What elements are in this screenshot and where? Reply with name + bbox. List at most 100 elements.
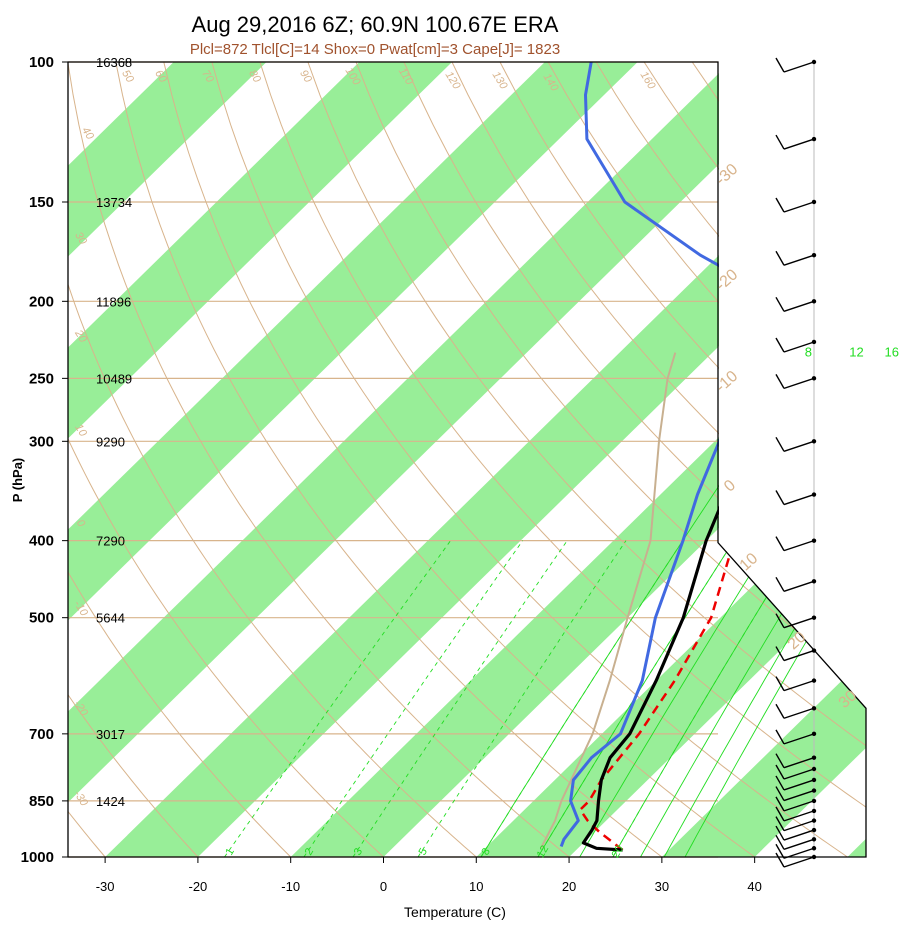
wind-barb-flag <box>775 775 785 791</box>
wind-barb-flag <box>775 816 785 831</box>
wind-barb <box>775 843 817 859</box>
height-label: 10489 <box>96 371 132 386</box>
x-tick-label: 0 <box>380 879 387 894</box>
dry-adiabat <box>68 282 496 857</box>
wind-barb-staff <box>783 679 815 692</box>
wind-barb <box>775 536 817 552</box>
wind-barb <box>775 296 817 312</box>
wind-barb-flag <box>775 834 785 850</box>
mixing-ratio-line-low <box>303 540 524 857</box>
wind-barb <box>775 250 817 266</box>
wind-barb-flag <box>775 57 785 73</box>
wind-barb-staff <box>783 829 815 841</box>
dry-adiabat-label: 50 <box>119 68 136 85</box>
mixing-ratio-line-low <box>480 540 684 857</box>
wind-barb <box>775 490 817 506</box>
wind-barb-staff <box>783 810 815 822</box>
wind-barb-flag <box>775 296 785 312</box>
height-label: 13734 <box>96 195 132 210</box>
wind-barb-staff <box>783 201 815 213</box>
wind-barb <box>775 796 817 812</box>
mixing-ratio-line-low <box>612 540 802 857</box>
dewpoint-line <box>559 62 785 848</box>
dry-adiabat <box>307 62 866 747</box>
isotherm-band <box>105 111 866 857</box>
wind-barb-staff <box>783 757 815 769</box>
wind-barb-staff <box>783 617 815 629</box>
wind-barb-staff <box>783 847 815 859</box>
parcel-line <box>578 352 756 851</box>
wind-barb-staff <box>783 61 815 73</box>
wind-barb-flag <box>775 852 785 868</box>
mixing-ratio-line-low <box>352 540 568 857</box>
dry-adiabat <box>68 693 214 857</box>
mixing-ratio-bottom-label: 5 <box>417 846 430 857</box>
x-tick-label: -20 <box>189 879 208 894</box>
mixing-ratio-label: 8 <box>805 345 812 360</box>
wind-barb-flag <box>775 436 785 452</box>
wind-barb-flag <box>775 490 785 505</box>
wind-barb <box>775 57 817 73</box>
wind-barb <box>775 764 817 780</box>
wind-barb-flag <box>775 764 785 780</box>
wind-barb-staff <box>783 789 815 802</box>
pressure-tick-label: 100 <box>29 54 54 71</box>
mixing-ratio-line-low <box>417 540 627 857</box>
isotherm-band <box>68 62 453 439</box>
wind-barb-flag <box>775 753 785 769</box>
wind-barb-flag <box>775 703 785 719</box>
wind-barb <box>775 197 817 213</box>
isotherm-band <box>847 838 866 857</box>
wind-barb <box>775 852 817 868</box>
wind-barb-staff <box>783 300 815 312</box>
pressure-tick-label: 500 <box>29 610 54 627</box>
x-tick-label: 10 <box>469 879 483 894</box>
mixing-ratio-bottom-label: 12 <box>535 843 552 860</box>
dry-adiabat <box>68 810 120 857</box>
wind-barb <box>775 436 817 452</box>
y-axis-label: P (hPa) <box>10 458 25 503</box>
dry-adiabat <box>451 62 866 567</box>
wind-barb-flag <box>775 843 785 859</box>
height-label: 16368 <box>96 55 132 70</box>
wind-barb-staff <box>783 580 815 592</box>
dry-adiabat <box>68 62 591 857</box>
chart-subtitle: Plcl=872 Tlcl[C]=14 Shox=0 Pwat[cm]=3 Ca… <box>190 41 560 58</box>
wind-barb-staff <box>783 779 815 791</box>
mixing-ratio-label: 16 <box>884 345 898 360</box>
mixing-ratio-bottom-label: 20 <box>610 843 627 860</box>
x-tick-label: 30 <box>655 879 669 894</box>
height-label: 3017 <box>96 727 125 742</box>
wind-barb-flag <box>775 337 785 353</box>
wind-barb <box>775 646 817 662</box>
dry-adiabat <box>115 62 685 857</box>
height-label: 11896 <box>96 294 131 309</box>
mixing-ratio-bottom-label: 2 <box>303 846 316 857</box>
wind-barb-flag <box>775 646 785 661</box>
wind-barb-flag <box>775 786 785 801</box>
wind-barb-staff <box>783 138 815 150</box>
wind-barb-staff <box>783 733 815 745</box>
wind-barb <box>775 816 817 832</box>
pressure-tick-label: 300 <box>29 433 54 450</box>
wind-barb-staff <box>783 856 815 868</box>
mixing-ratio-bottom-label: 1 <box>223 846 236 857</box>
wind-barb-staff <box>783 768 815 780</box>
x-tick-label: 20 <box>562 879 576 894</box>
wind-barb <box>775 613 817 629</box>
dry-adiabat <box>68 437 402 857</box>
wind-barb-flag <box>775 197 785 213</box>
isotherm-band <box>68 62 267 257</box>
pressure-tick-label: 700 <box>29 726 54 743</box>
dry-adiabat-label: 130 <box>490 69 510 92</box>
dry-adiabat-label: 160 <box>638 69 658 92</box>
dry-adiabat <box>163 62 779 857</box>
wind-barb-flag <box>775 613 785 629</box>
mixing-ratio-bottom-label: 3 <box>352 846 365 857</box>
wind-barb-flag <box>775 536 785 551</box>
mixing-ratio-bottom-label: 8 <box>480 846 493 857</box>
dry-adiabat <box>259 62 866 808</box>
height-label: 7290 <box>96 534 125 549</box>
